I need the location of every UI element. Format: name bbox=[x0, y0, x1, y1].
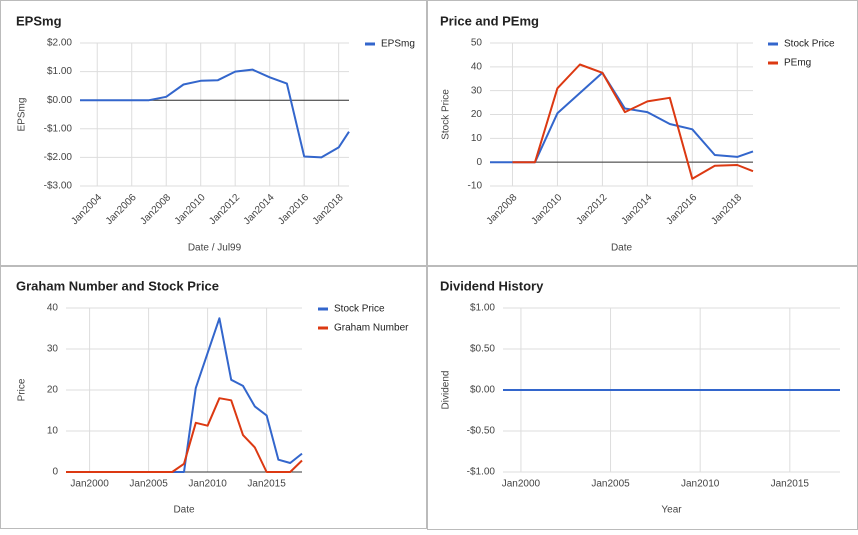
y-tick-label: 10 bbox=[471, 133, 483, 144]
y-tick-label: $0.00 bbox=[47, 95, 72, 106]
x-tick-label: Jan2010 bbox=[188, 479, 227, 490]
y-axis-title: Stock Price bbox=[441, 89, 452, 140]
x-tick-label: Jan2018 bbox=[311, 192, 346, 227]
y-tick-label: -$1.00 bbox=[467, 467, 496, 478]
x-tick-label: Jan2005 bbox=[129, 479, 168, 490]
legend-label: Stock Price bbox=[784, 39, 835, 50]
y-tick-label: -$3.00 bbox=[44, 181, 73, 192]
x-tick-label: Jan2008 bbox=[485, 192, 520, 227]
chart-title: EPSmg bbox=[16, 13, 62, 28]
chart-title: Price and PEmg bbox=[440, 13, 539, 28]
y-tick-label: 20 bbox=[471, 109, 483, 120]
y-axis-title: EPSmg bbox=[17, 98, 28, 132]
x-tick-label: Jan2010 bbox=[681, 479, 720, 490]
y-tick-label: 20 bbox=[47, 385, 59, 396]
x-axis-title: Date bbox=[611, 243, 633, 254]
y-tick-label: -$0.50 bbox=[467, 426, 496, 437]
x-tick-label: Jan2004 bbox=[69, 192, 104, 227]
y-tick-label: 10 bbox=[47, 426, 59, 437]
x-tick-label: Jan2016 bbox=[276, 192, 311, 227]
x-tick-label: Jan2000 bbox=[502, 479, 541, 490]
y-tick-label: $1.00 bbox=[47, 66, 72, 77]
y-axis-title: Price bbox=[17, 378, 28, 401]
x-tick-label: Jan2012 bbox=[207, 192, 242, 227]
x-tick-label: Jan2005 bbox=[591, 479, 630, 490]
y-tick-label: 0 bbox=[52, 467, 58, 478]
series-line bbox=[66, 397, 303, 473]
series-line bbox=[512, 63, 754, 180]
x-tick-label: Jan2000 bbox=[70, 479, 109, 490]
series-line bbox=[80, 68, 350, 159]
y-tick-label: 30 bbox=[47, 344, 59, 355]
y-tick-label: 50 bbox=[471, 38, 483, 49]
x-tick-label: Jan2015 bbox=[771, 479, 810, 490]
x-tick-label: Jan2008 bbox=[138, 192, 173, 227]
y-tick-label: $1.00 bbox=[470, 303, 495, 314]
series-line bbox=[490, 71, 754, 164]
x-tick-label: Jan2016 bbox=[664, 192, 699, 227]
legend-label: EPSmg bbox=[381, 39, 415, 50]
y-tick-label: 40 bbox=[471, 61, 483, 72]
legend-label: Stock Price bbox=[334, 304, 385, 315]
x-tick-label: Jan2018 bbox=[709, 192, 744, 227]
y-tick-label: 40 bbox=[47, 303, 59, 314]
y-tick-label: 30 bbox=[471, 85, 483, 96]
x-axis-title: Date / Jul99 bbox=[188, 243, 242, 254]
y-tick-label: $0.50 bbox=[470, 344, 495, 355]
panel bbox=[0, 0, 427, 266]
x-tick-label: Jan2012 bbox=[574, 192, 609, 227]
chart-title: Dividend History bbox=[440, 278, 544, 293]
y-tick-label: 0 bbox=[476, 157, 482, 168]
y-tick-label: $2.00 bbox=[47, 38, 72, 49]
y-tick-label: $0.00 bbox=[470, 385, 495, 396]
y-tick-label: -$1.00 bbox=[44, 123, 73, 134]
legend-label: Graham Number bbox=[334, 323, 409, 334]
y-tick-label: -$2.00 bbox=[44, 152, 73, 163]
series-line bbox=[66, 317, 303, 473]
x-axis-title: Year bbox=[661, 505, 682, 516]
x-tick-label: Jan2015 bbox=[247, 479, 286, 490]
legend-label: PEmg bbox=[784, 58, 811, 69]
x-tick-label: Jan2014 bbox=[619, 192, 654, 227]
y-axis-title: Dividend bbox=[441, 371, 452, 410]
x-axis-title: Date bbox=[173, 505, 195, 516]
x-tick-label: Jan2006 bbox=[104, 192, 139, 227]
x-tick-label: Jan2010 bbox=[530, 192, 565, 227]
x-tick-label: Jan2010 bbox=[173, 192, 208, 227]
y-tick-label: -10 bbox=[468, 181, 483, 192]
chart-title: Graham Number and Stock Price bbox=[16, 278, 219, 293]
panel bbox=[0, 266, 427, 529]
x-tick-label: Jan2014 bbox=[242, 192, 277, 227]
